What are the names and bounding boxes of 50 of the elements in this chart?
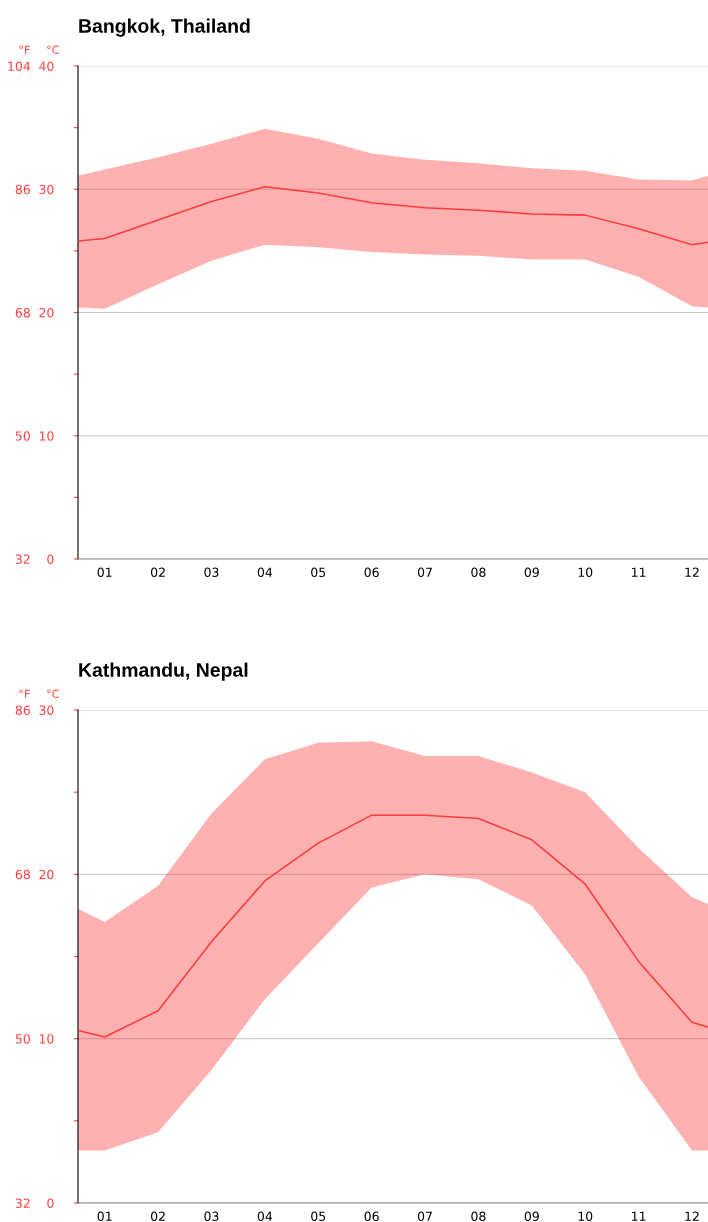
- y-tick-label: 40: [39, 61, 54, 71]
- x-tick-label: 07: [417, 567, 432, 578]
- x-tick-label: 06: [364, 567, 379, 578]
- x-tick-label: 02: [150, 567, 165, 578]
- x-tick-label: 05: [311, 1211, 326, 1222]
- line-series: [78, 186, 708, 246]
- x-tick-label: 02: [150, 1211, 165, 1222]
- y-axis-title: °C: [47, 689, 59, 698]
- x-tick-label: 10: [578, 1211, 593, 1222]
- y2-tick-label: 32: [15, 1198, 30, 1208]
- y2-tick-label: 68: [15, 307, 30, 318]
- y2-tick-label: 104: [8, 61, 31, 71]
- x-tick-label: 09: [524, 567, 539, 578]
- y-tick-label: 30: [39, 184, 54, 195]
- x-tick-label: 04: [257, 1211, 273, 1222]
- y-tick-label: 10: [39, 431, 54, 441]
- x-tick-label: 01: [97, 1211, 112, 1222]
- y2-tick-label: 68: [15, 869, 30, 880]
- y2-tick-label: 50: [15, 431, 30, 441]
- y-tick-label: 20: [39, 307, 54, 318]
- x-tick-label: 01: [97, 567, 112, 578]
- x-tick-label: 05: [311, 567, 326, 578]
- y-tick-label: 0: [47, 554, 54, 564]
- y2-tick-label: 50: [15, 1034, 30, 1044]
- x-tick-label: 07: [417, 1211, 432, 1222]
- x-tick-label: 03: [204, 567, 219, 578]
- y-tick-label: 30: [39, 705, 54, 715]
- y-axis-title: °C: [47, 45, 59, 54]
- y2-axis-title: °F: [19, 45, 30, 54]
- x-tick-label: 03: [204, 1211, 219, 1222]
- x-tick-label: 12: [685, 567, 699, 577]
- x-tick-label: 06: [364, 1211, 379, 1222]
- x-tick-label: 11: [632, 1211, 646, 1221]
- x-tick-label: 10: [578, 567, 593, 578]
- x-tick-label: 11: [632, 567, 646, 577]
- y2-tick-label: 32: [15, 554, 30, 564]
- y2-tick-label: 86: [15, 184, 30, 195]
- y-tick-label: 20: [39, 869, 54, 880]
- x-tick-label: 08: [471, 567, 486, 578]
- y2-tick-label: 86: [15, 705, 30, 715]
- x-tick-label: 09: [524, 1211, 539, 1222]
- chart-title: Kathmandu, Nepal: [79, 662, 248, 681]
- line-series: [78, 814, 708, 1038]
- y2-axis-title: °F: [19, 689, 30, 698]
- y-tick-label: 10: [39, 1034, 54, 1044]
- y-tick-label: 0: [47, 1198, 54, 1208]
- x-tick-label: 08: [471, 1211, 486, 1222]
- x-tick-label: 12: [685, 1211, 699, 1221]
- x-tick-label: 04: [257, 567, 273, 578]
- chart-title: Bangkok, Thailand: [79, 18, 250, 37]
